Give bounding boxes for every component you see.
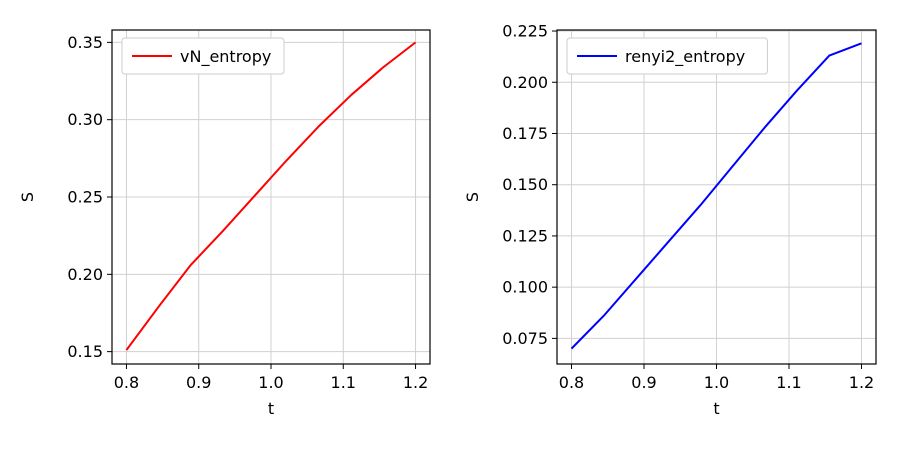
x-tick-label: 0.9 — [631, 373, 656, 392]
legend-label: vN_entropy — [180, 47, 271, 67]
axes-frame — [556, 29, 877, 365]
x-axis-label: t — [713, 399, 719, 418]
axes-frame — [111, 29, 431, 365]
y-axis-label: S — [18, 192, 37, 202]
x-tick-label: 1.2 — [403, 373, 428, 392]
x-tick-label: 1.0 — [258, 373, 283, 392]
y-tick-label: 0.225 — [502, 22, 548, 41]
legend: vN_entropy — [121, 37, 285, 75]
y-tick-label: 0.30 — [67, 110, 103, 129]
x-tick-label: 1.1 — [776, 373, 801, 392]
legend-label: renyi2_entropy — [625, 47, 745, 67]
y-tick-label: 0.25 — [67, 188, 103, 207]
legend-box — [121, 37, 285, 75]
x-tick-label: 0.8 — [114, 373, 139, 392]
y-tick-label: 0.200 — [502, 73, 548, 92]
chart-panel-vn-entropy: 0.8 0.9 1.0 1.1 1.2 0.15 0.20 0.25 0.30 0.35 t SvN_… — [18, 29, 431, 418]
x-tick-label: 1.0 — [704, 373, 729, 392]
y-tick-label: 0.15 — [67, 342, 103, 361]
y-tick-label: 0.35 — [67, 33, 103, 52]
y-tick-label: 0.150 — [502, 175, 548, 194]
y-tick-label: 0.075 — [502, 329, 548, 348]
y-axis-label: S — [463, 192, 482, 202]
x-tick-label: 1.2 — [849, 373, 874, 392]
x-axis-label: t — [268, 399, 274, 418]
y-tick-label: 0.125 — [502, 226, 548, 245]
x-tick-label: 1.1 — [331, 373, 356, 392]
legend: renyi2_entropy — [566, 37, 768, 75]
y-tick-label: 0.100 — [502, 278, 548, 297]
y-tick-label: 0.20 — [67, 265, 103, 284]
series-line-vN_entropy — [125, 41, 417, 351]
y-tick-label: 0.175 — [502, 124, 548, 143]
legend-box — [566, 37, 768, 75]
x-tick-label: 0.9 — [186, 373, 211, 392]
series-line-renyi2_entropy — [570, 42, 862, 350]
x-tick-label: 0.8 — [559, 373, 584, 392]
chart-panel-renyi2-entropy: 0.8 0.9 1.0 1.1 1.2 0.075 0.100 0.125 0.150 0.175… — [463, 22, 877, 418]
